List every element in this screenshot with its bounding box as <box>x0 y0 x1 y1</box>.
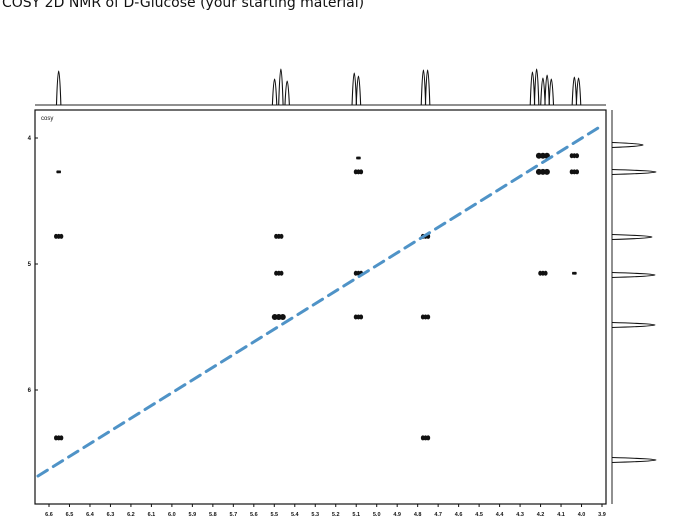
cross-peak <box>356 156 361 160</box>
x-tick-label: 6.0 <box>168 512 176 518</box>
y-tick-label: 6 <box>28 388 32 394</box>
x-tick-label: 4.4 <box>496 512 505 518</box>
diagonal-dashed-line <box>36 126 600 478</box>
x-tick-label: 6.4 <box>86 512 95 518</box>
cross-peak-lobe <box>575 153 580 159</box>
x-tick-label: 5.4 <box>291 512 300 518</box>
cross-peak-lobe <box>279 270 284 276</box>
top-projection-peak <box>278 68 284 106</box>
x-tick-label: 5.3 <box>311 512 319 518</box>
x-tick-label: 5.8 <box>209 512 217 518</box>
cross-peak <box>569 169 580 175</box>
cross-peak <box>420 435 431 441</box>
top-projection-peak <box>351 72 358 106</box>
top-projection-peak <box>529 71 536 106</box>
top-projection-peak <box>533 68 540 106</box>
page-title: COSY 2D NMR of D-Glucose (your starting … <box>2 0 365 11</box>
right-projection-peak <box>611 233 653 241</box>
cross-peak <box>353 169 364 175</box>
top-projection-peak <box>424 69 431 106</box>
x-tick-label: 6.6 <box>45 512 53 518</box>
x-tick-label: 4.6 <box>455 512 463 518</box>
cross-peak-lobe <box>59 233 64 239</box>
x-tick-label: 5.5 <box>270 512 278 518</box>
cross-peak-lobe <box>358 156 361 160</box>
cross-peak-lobe <box>59 435 64 441</box>
x-tick-label: 5.0 <box>373 512 381 518</box>
right-projection-peak <box>611 271 656 279</box>
cross-peak <box>569 153 580 159</box>
x-tick-label: 4.3 <box>516 512 524 518</box>
cross-peak <box>274 233 284 239</box>
top-projection-peak <box>55 70 62 106</box>
top-projection-peak <box>355 75 362 106</box>
y-tick-label: 4 <box>28 136 32 142</box>
cross-peak-lobe <box>359 169 364 175</box>
cross-peak-lobe <box>574 271 577 275</box>
top-projection-peak <box>575 77 582 106</box>
x-tick-label: 4.7 <box>434 512 442 518</box>
x-tick-label: 4.8 <box>414 512 422 518</box>
right-projection-peak <box>611 456 657 464</box>
cross-peak <box>56 170 62 174</box>
cross-peak <box>538 270 548 276</box>
x-tick-label: 3.9 <box>598 512 606 518</box>
x-tick-label: 5.6 <box>250 512 258 518</box>
cross-peak-lobe <box>426 435 431 441</box>
cross-peak-lobe <box>279 233 284 239</box>
cross-peak <box>271 313 286 320</box>
x-tick-label: 6.2 <box>127 512 135 518</box>
x-tick-label: 6.5 <box>66 512 74 518</box>
x-tick-label: 4.5 <box>475 512 483 518</box>
top-projection-peak <box>548 78 555 106</box>
cross-peak <box>353 314 364 320</box>
x-tick-label: 6.1 <box>148 512 156 518</box>
x-tick-label: 5.1 <box>352 512 360 518</box>
cross-peak-lobe <box>59 170 62 174</box>
x-tick-label: 5.9 <box>189 512 197 518</box>
x-tick-label: 4.1 <box>557 512 565 518</box>
cross-peak <box>54 233 64 239</box>
plot-label: cosy <box>41 116 53 122</box>
right-projection-peak <box>611 168 657 176</box>
cross-peak <box>535 152 550 159</box>
cross-peak <box>572 271 577 275</box>
right-projection-peak <box>611 141 644 149</box>
x-tick-label: 4.0 <box>578 512 586 518</box>
cross-peak-lobe <box>426 314 431 320</box>
cross-peak-lobe <box>575 169 580 175</box>
x-tick-label: 4.9 <box>393 512 401 518</box>
top-projection-peak <box>420 69 427 106</box>
cross-peak <box>535 168 550 175</box>
top-projection-peak <box>271 78 278 106</box>
cross-peak <box>274 270 284 276</box>
x-tick-label: 5.7 <box>230 512 238 518</box>
cross-peak-lobe <box>543 270 548 276</box>
right-projection-peak <box>611 321 656 329</box>
x-tick-label: 6.3 <box>107 512 115 518</box>
top-projection-peak <box>571 76 578 106</box>
cross-peak-lobe <box>279 313 286 320</box>
cross-peak <box>420 314 431 320</box>
y-tick-label: 5 <box>28 262 32 268</box>
cross-peak-lobe <box>359 314 364 320</box>
plot-frame <box>34 109 607 505</box>
x-tick-label: 4.2 <box>537 512 545 518</box>
x-tick-label: 5.2 <box>332 512 340 518</box>
top-projection-peak <box>284 80 290 106</box>
cross-peak-lobe <box>543 168 550 175</box>
top-projection-peak <box>540 77 546 106</box>
top-projection-peak <box>544 74 550 106</box>
cross-peak <box>54 435 64 441</box>
